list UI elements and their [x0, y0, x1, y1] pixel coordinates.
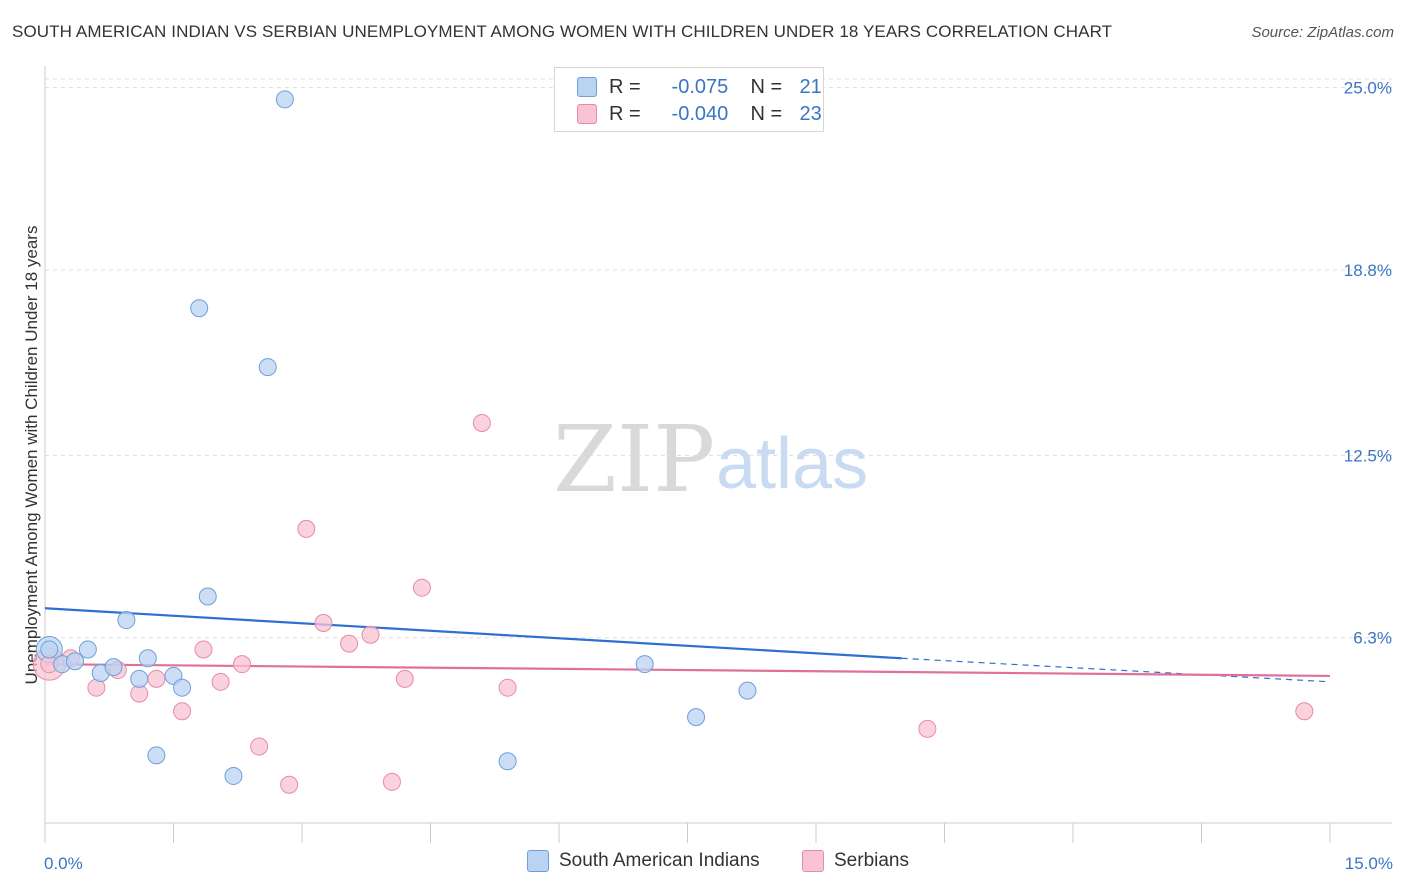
watermark-zip: ZIP [553, 406, 715, 513]
point-south-american-indians [498, 752, 517, 771]
point-south-american-indians [687, 708, 706, 727]
point-serbians [297, 519, 316, 538]
point-serbians [314, 613, 333, 632]
point-serbians [147, 669, 166, 688]
point-serbians [194, 640, 213, 659]
legend-n-value: 23 [799, 102, 822, 125]
legend-n-label: N = [750, 102, 783, 125]
legend-swatch-pink [577, 104, 597, 124]
trend-line-south-american-indians [44, 607, 902, 660]
y-tick-label: 18.8% [1344, 261, 1392, 280]
axes [44, 66, 1392, 843]
point-south-american-indians [40, 640, 59, 659]
point-serbians [395, 669, 414, 688]
legend-swatch-blue [577, 77, 597, 97]
legend-label-serbians: Serbians [834, 850, 909, 871]
point-serbians [340, 634, 359, 653]
legend-r-value: -0.075 [671, 75, 729, 98]
trend-line-extension-south-american-indians [901, 657, 1331, 683]
point-south-american-indians [635, 655, 654, 674]
point-serbians [250, 737, 269, 756]
chart-title: SOUTH AMERICAN INDIAN VS SERBIAN UNEMPLO… [12, 22, 1113, 41]
watermark-atlas: atlas [716, 424, 868, 504]
legend-label-south-american-indians: South American Indians [559, 850, 760, 871]
y-axis-label: Unemployment Among Women with Children U… [22, 226, 41, 685]
y-tick-label: 25.0% [1344, 79, 1392, 98]
point-south-american-indians [138, 649, 157, 668]
point-south-american-indians [190, 299, 209, 318]
series-legend: South American Indians Serbians [0, 850, 1406, 878]
point-south-american-indians [198, 587, 217, 606]
point-south-american-indians [258, 358, 277, 377]
point-south-american-indians [65, 652, 84, 671]
point-serbians [382, 772, 401, 791]
point-south-american-indians [224, 766, 243, 785]
trend-line-serbians [44, 663, 1331, 678]
point-serbians [233, 655, 252, 674]
y-tick-labels: 6.3% 12.5% 18.8% 25.0% [1344, 79, 1392, 648]
point-south-american-indians [117, 611, 136, 630]
legend-swatch-blue [527, 850, 549, 872]
point-south-american-indians [147, 746, 166, 765]
point-south-american-indians [173, 678, 192, 697]
legend-r-value: -0.040 [671, 102, 729, 125]
point-serbians [211, 672, 230, 691]
source-label: Source: ZipAtlas.com [1251, 24, 1394, 41]
point-south-american-indians [738, 681, 757, 700]
y-tick-label: 12.5% [1344, 446, 1392, 465]
point-south-american-indians [130, 669, 149, 688]
point-south-american-indians [275, 90, 294, 109]
x-tick-label-max: 15.0% [1345, 854, 1393, 873]
legend-row-south-american-indians: R = -0.075 N = 21 [577, 74, 822, 100]
point-serbians [361, 625, 380, 644]
trend-lines [44, 607, 1331, 683]
legend-n-value: 21 [799, 75, 822, 98]
data-points [32, 90, 1314, 794]
legend-n-label: N = [750, 75, 783, 98]
point-serbians [918, 719, 937, 738]
point-serbians [498, 678, 517, 697]
point-serbians [280, 775, 299, 794]
point-south-american-indians [104, 658, 123, 677]
legend-row-serbians: R = -0.040 N = 23 [577, 101, 822, 127]
correlation-legend: R = -0.075 N = 21 R = -0.040 N = 23 [554, 67, 824, 132]
grid-lines [45, 78, 1392, 639]
point-serbians [412, 578, 431, 597]
x-tick-label-min: 0.0% [44, 854, 83, 873]
point-serbians [472, 413, 491, 432]
point-serbians [1295, 702, 1314, 721]
legend-swatch-pink [802, 850, 824, 872]
point-south-american-indians [78, 640, 97, 659]
legend-r-label: R = [609, 75, 641, 98]
x-tick-labels: 0.0% 15.0% [44, 854, 1393, 873]
point-serbians [173, 702, 192, 721]
y-tick-label: 6.3% [1353, 629, 1392, 648]
legend-item-south-american-indians[interactable]: South American Indians [527, 850, 760, 872]
legend-item-serbians[interactable]: Serbians [802, 850, 909, 872]
legend-r-label: R = [609, 102, 641, 125]
